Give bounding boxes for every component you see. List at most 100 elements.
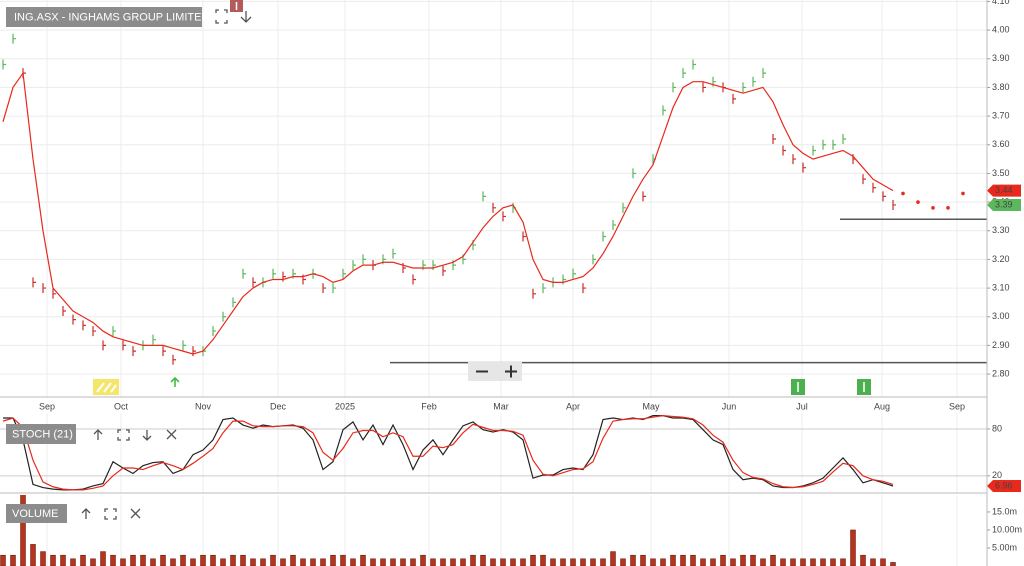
volume-bar [320,558,326,566]
price-bar [702,82,706,93]
volume-bar [210,554,216,566]
expand-icon[interactable] [117,429,130,441]
y-tick-label: 3.30 [992,225,1010,235]
volume-bar [350,558,356,566]
y-tick-label: 3.90 [992,53,1010,63]
move-down-icon[interactable] [142,430,152,441]
volume-bar [550,558,556,566]
price-bar [522,231,526,242]
price-bar [892,199,896,210]
x-tick-label: Oct [114,401,129,411]
projection-dot [946,206,950,210]
volume-bar [800,558,806,566]
volume-bar [200,554,206,566]
volume-bar [620,558,626,566]
y-tick-label: 3.50 [992,168,1010,178]
volume-bar [370,558,376,566]
price-bar [282,271,286,282]
volume-bar [220,558,226,566]
y-tick-label: 15.0m [992,506,1017,516]
volume-bar [740,554,746,566]
y-tick-label: 3.10 [992,282,1010,292]
y-tick-label: 80 [992,423,1002,433]
price-bar [42,283,46,294]
x-tick-label: Sep [39,401,55,411]
volume-bar [400,558,406,566]
volume-bar [770,554,776,566]
price-bar [792,154,796,165]
panel [0,415,987,491]
volume-bar [130,554,136,566]
volume-bar [480,554,486,566]
last-value-label: 6.96 [995,480,1013,490]
volume-bar [490,558,496,566]
x-tick-label: Dec [270,401,287,411]
price-bar [102,340,106,351]
price-bar [612,220,616,231]
series-line [3,415,894,491]
volume-bar [780,558,786,566]
volume-bar [830,558,836,566]
down-icon[interactable] [240,11,252,23]
indicator-box[interactable] [6,424,76,444]
price-bar [242,268,246,279]
volume-bar [250,558,256,566]
title-box[interactable] [6,7,202,27]
move-up-icon[interactable] [93,429,103,440]
volume-bar [540,554,546,566]
price-bar [802,162,806,173]
price-bar [352,260,356,271]
price-bar [62,306,66,317]
buy-arrow[interactable] [170,376,180,387]
volume-bar [510,558,516,566]
price-bar [182,340,186,351]
volume-bar [270,554,276,566]
price-bar [72,314,76,325]
volume-bar [360,554,366,566]
volume-bar [440,558,446,566]
price-bar [662,105,666,116]
volume-bar [710,558,716,566]
price-bar [682,68,686,79]
volume-bar [750,554,756,566]
volume-bar [610,551,616,566]
price-bar [782,145,786,156]
last-value-tag [987,198,1021,211]
x-tick-label: Aug [874,401,890,411]
price-bar [742,82,746,93]
close-icon[interactable] [130,508,141,519]
y-tick-label: 3.00 [992,311,1010,321]
volume-bar [70,558,76,566]
zoom-in-button[interactable] [505,365,517,378]
volume-bar [860,554,866,566]
expand-icon[interactable] [104,508,117,520]
zoom-controls [468,362,522,381]
expand-icon[interactable] [215,9,228,24]
price-bar [842,134,846,145]
volume-bar [260,558,266,566]
volume-bar [90,558,96,566]
price-bar [642,191,646,202]
close-icon[interactable] [166,429,177,440]
volume-bar [110,554,116,566]
price-bar [812,145,816,156]
price-bar [832,139,836,150]
series-line [2,71,894,355]
volume-bar [810,558,816,566]
volume-bar [600,558,606,566]
volume-bar [240,554,246,566]
last-value-label: 3.44 [995,185,1013,195]
indicator-box[interactable] [6,504,67,523]
panel [0,495,896,566]
price-bar [152,334,156,345]
series-line [2,415,894,491]
x-tick-label: Sep [949,401,965,411]
price-bar [292,268,296,279]
indicator-title: STOCH (21) [12,428,73,440]
price-bar [532,288,536,299]
price-bar [122,340,126,351]
move-up-icon[interactable] [81,508,91,519]
volume-bar [0,554,6,566]
price-bar [822,139,826,150]
